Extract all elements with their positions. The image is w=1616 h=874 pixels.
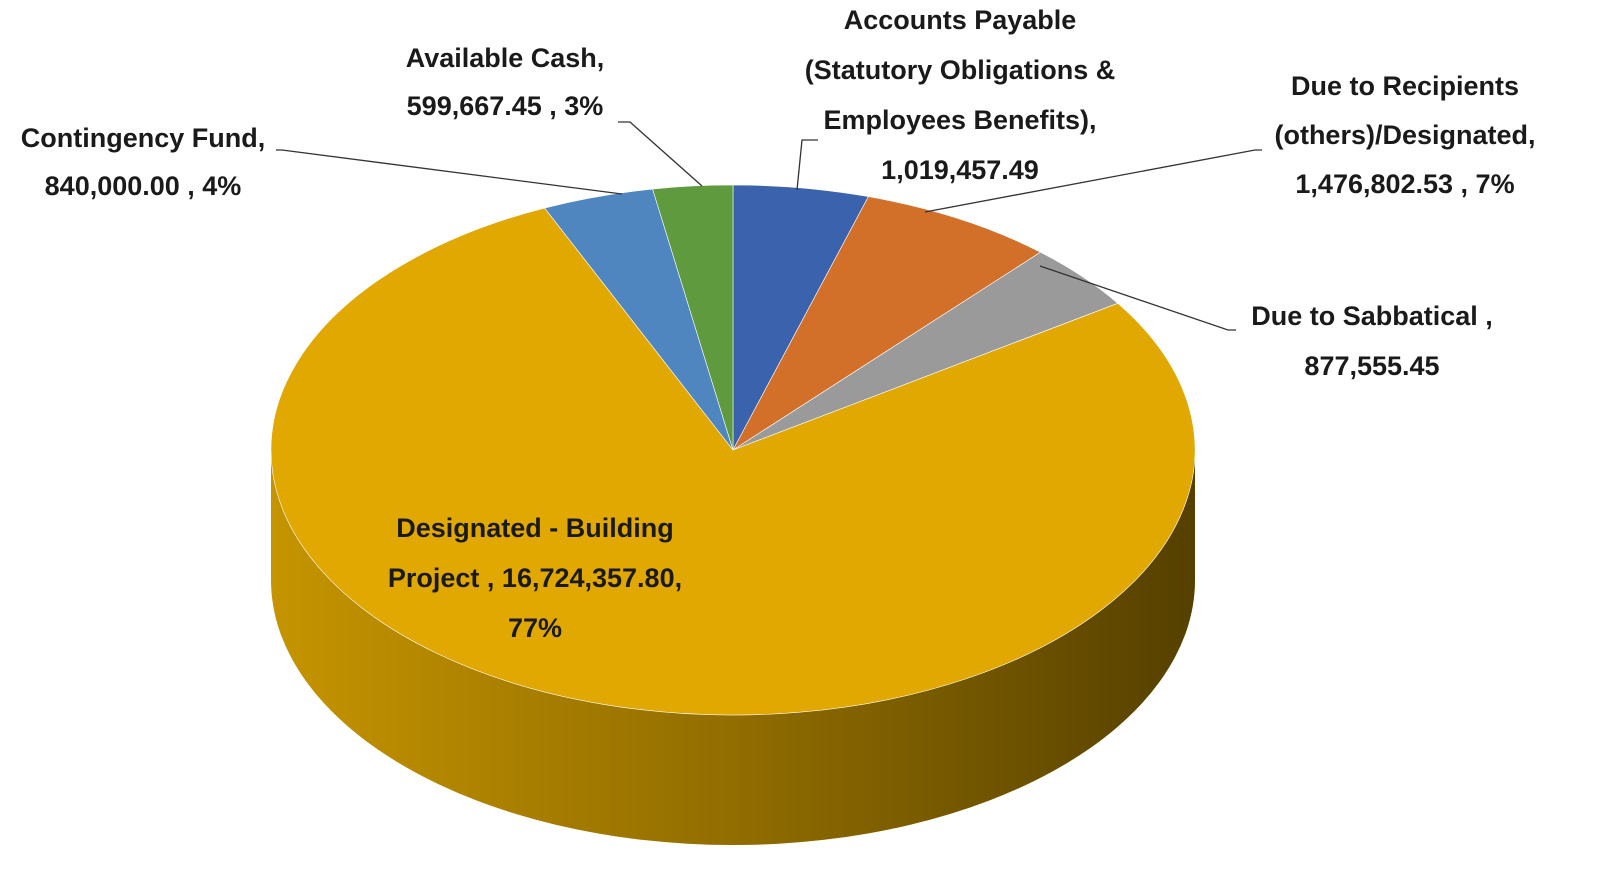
data-label: Contingency Fund, xyxy=(21,123,265,153)
data-label: Available Cash, xyxy=(406,43,605,73)
data-label: Accounts Payable xyxy=(844,5,1077,35)
data-label: Designated - Building xyxy=(396,513,674,543)
side-shading xyxy=(271,450,1195,845)
leader-line xyxy=(276,149,623,195)
leader-line xyxy=(924,149,1262,213)
data-label: 77% xyxy=(508,613,562,643)
leader-line xyxy=(796,139,818,191)
data-label: 1,476,802.53 , 7% xyxy=(1295,169,1514,199)
slice xyxy=(652,184,734,451)
data-label: 877,555.45 xyxy=(1304,351,1439,381)
slice xyxy=(732,196,1042,451)
data-label: Employees Benefits), xyxy=(823,105,1096,135)
data-label: Project , 16,724,357.80, xyxy=(388,563,682,593)
leader-line xyxy=(618,121,703,187)
data-label: (Statutory Obligations & xyxy=(805,55,1116,85)
slice xyxy=(270,207,1196,716)
data-label: (others)/Designated, xyxy=(1274,120,1535,150)
data-label: 1,019,457.49 xyxy=(881,155,1039,185)
leader-line xyxy=(1039,265,1236,331)
data-label: Due to Sabbatical , xyxy=(1251,301,1493,331)
data-label: 840,000.00 , 4% xyxy=(45,171,242,201)
data-label: Due to Recipients xyxy=(1291,71,1519,101)
data-label: 599,667.45 , 3% xyxy=(407,91,604,121)
